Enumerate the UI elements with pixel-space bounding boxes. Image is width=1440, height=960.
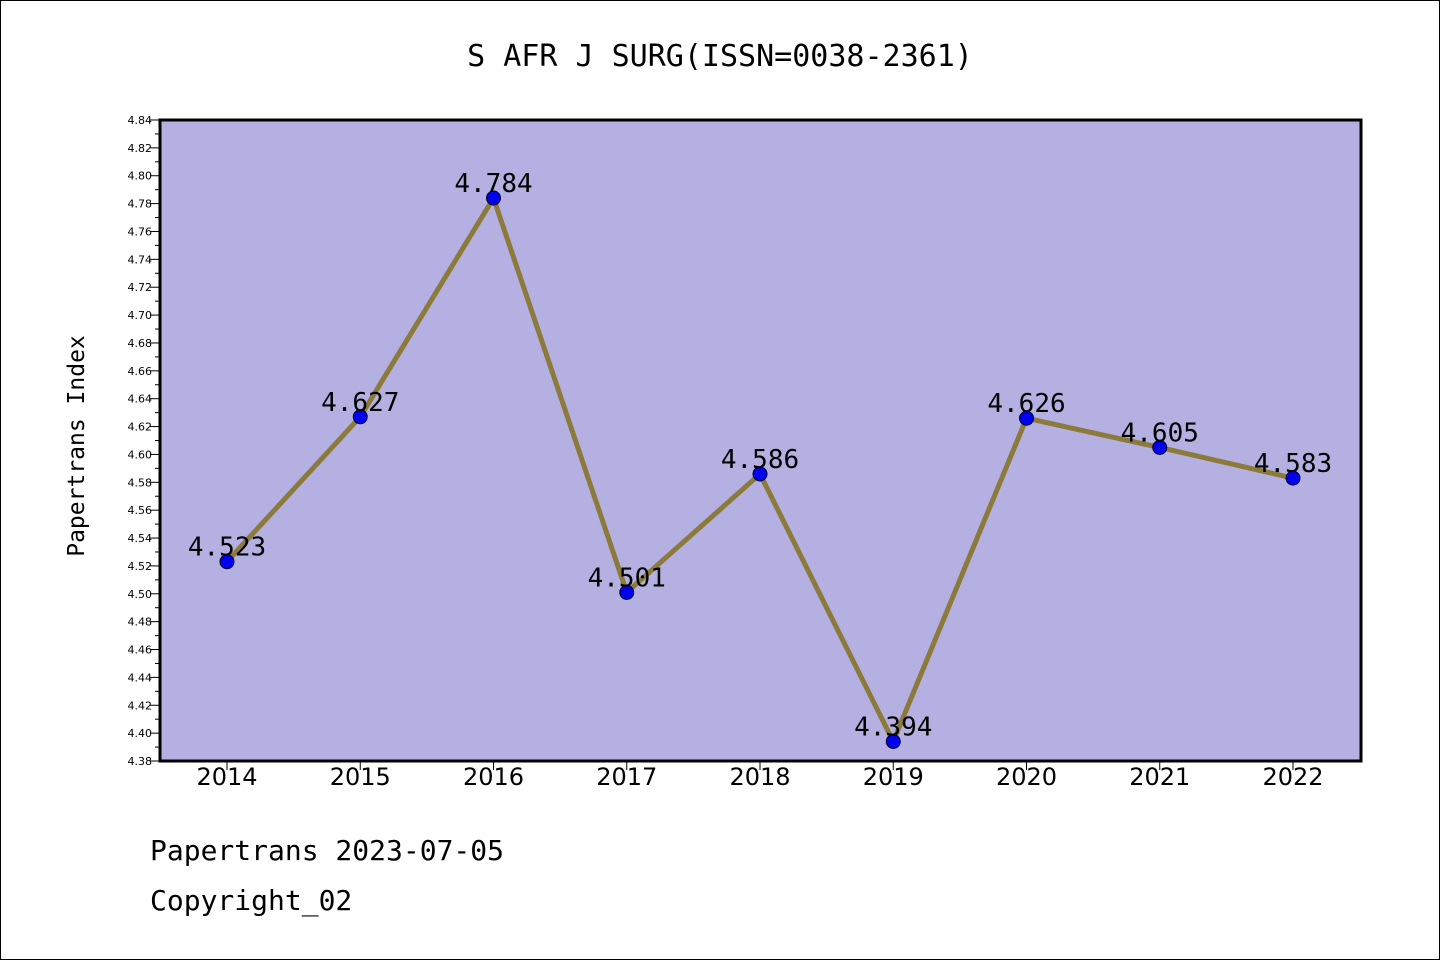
data-label: 4.501	[588, 563, 666, 593]
y-tick-label: 4.78	[128, 198, 153, 211]
footer-copyright: Copyright_02	[150, 884, 353, 917]
y-tick-label: 4.60	[128, 448, 153, 461]
plot-border	[158, 118, 1363, 763]
data-point	[352, 409, 368, 425]
x-axis-ticks: 2014 2015 2016 2017 2018 2019 2020 2021 2022	[196, 761, 1324, 791]
x-tick-label: 2014	[196, 763, 257, 791]
data-label: 4.583	[1254, 449, 1332, 479]
y-axis-ticks: 4.38 4.40 4.42 4.44 4.46 4.48 4.50 4.52 4.54 4.56…	[128, 114, 160, 768]
footer-date: Papertrans 2023-07-05	[150, 834, 505, 867]
y-tick-label: 4.48	[128, 616, 153, 629]
y-tick-label: 4.54	[128, 532, 153, 545]
chart-title: S AFR J SURG(ISSN=0038-2361)	[467, 39, 973, 74]
y-tick-label: 4.44	[128, 671, 153, 684]
data-labels: 4.523 4.627 4.784 4.501 4.586 4.394 4.626 4.605…	[188, 169, 1332, 742]
x-tick-label: 2018	[729, 763, 790, 791]
data-point	[619, 584, 635, 600]
data-point	[1019, 410, 1034, 426]
y-tick-label: 4.68	[128, 337, 153, 350]
data-point	[486, 190, 501, 206]
y-tick-label: 4.46	[128, 644, 153, 657]
data-label: 4.626	[987, 389, 1065, 419]
y-tick-label: 4.40	[128, 727, 153, 740]
data-point	[1285, 470, 1301, 486]
y-tick-label: 4.56	[128, 504, 153, 517]
x-tick-label: 2019	[863, 763, 924, 791]
data-point	[219, 554, 235, 570]
x-tick-label: 2020	[996, 763, 1057, 791]
y-tick-label: 4.74	[128, 253, 153, 266]
data-label: 4.586	[721, 445, 799, 475]
data-label: 4.605	[1121, 418, 1199, 448]
data-label: 4.394	[854, 712, 932, 742]
y-tick-label: 4.62	[128, 421, 153, 434]
data-point	[752, 466, 768, 482]
data-label: 4.784	[454, 169, 532, 199]
y-tick-label: 4.38	[128, 755, 153, 768]
data-label: 4.627	[321, 388, 399, 418]
y-tick-label: 4.72	[128, 281, 153, 294]
x-tick-label: 2015	[330, 763, 391, 791]
data-point	[885, 733, 901, 749]
x-tick-label: 2021	[1129, 763, 1190, 791]
x-tick-label: 2017	[596, 763, 657, 791]
y-axis-label: Papertrans Index	[64, 335, 90, 557]
y-tick-label: 4.42	[128, 699, 153, 712]
y-tick-label: 4.80	[128, 170, 153, 183]
y-tick-label: 4.50	[128, 588, 153, 601]
data-points	[219, 190, 1301, 749]
y-tick-label: 4.58	[128, 476, 153, 489]
y-tick-label: 4.66	[128, 365, 153, 378]
x-tick-label: 2016	[463, 763, 524, 791]
y-tick-label: 4.76	[128, 225, 153, 238]
y-tick-label: 4.52	[128, 560, 153, 573]
y-tick-label: 4.84	[128, 114, 153, 127]
data-point	[1152, 439, 1168, 455]
y-tick-label: 4.82	[128, 142, 153, 155]
x-tick-label: 2022	[1262, 763, 1323, 791]
data-label: 4.523	[188, 533, 266, 563]
y-tick-label: 4.64	[128, 393, 153, 406]
y-tick-label: 4.70	[128, 309, 153, 322]
